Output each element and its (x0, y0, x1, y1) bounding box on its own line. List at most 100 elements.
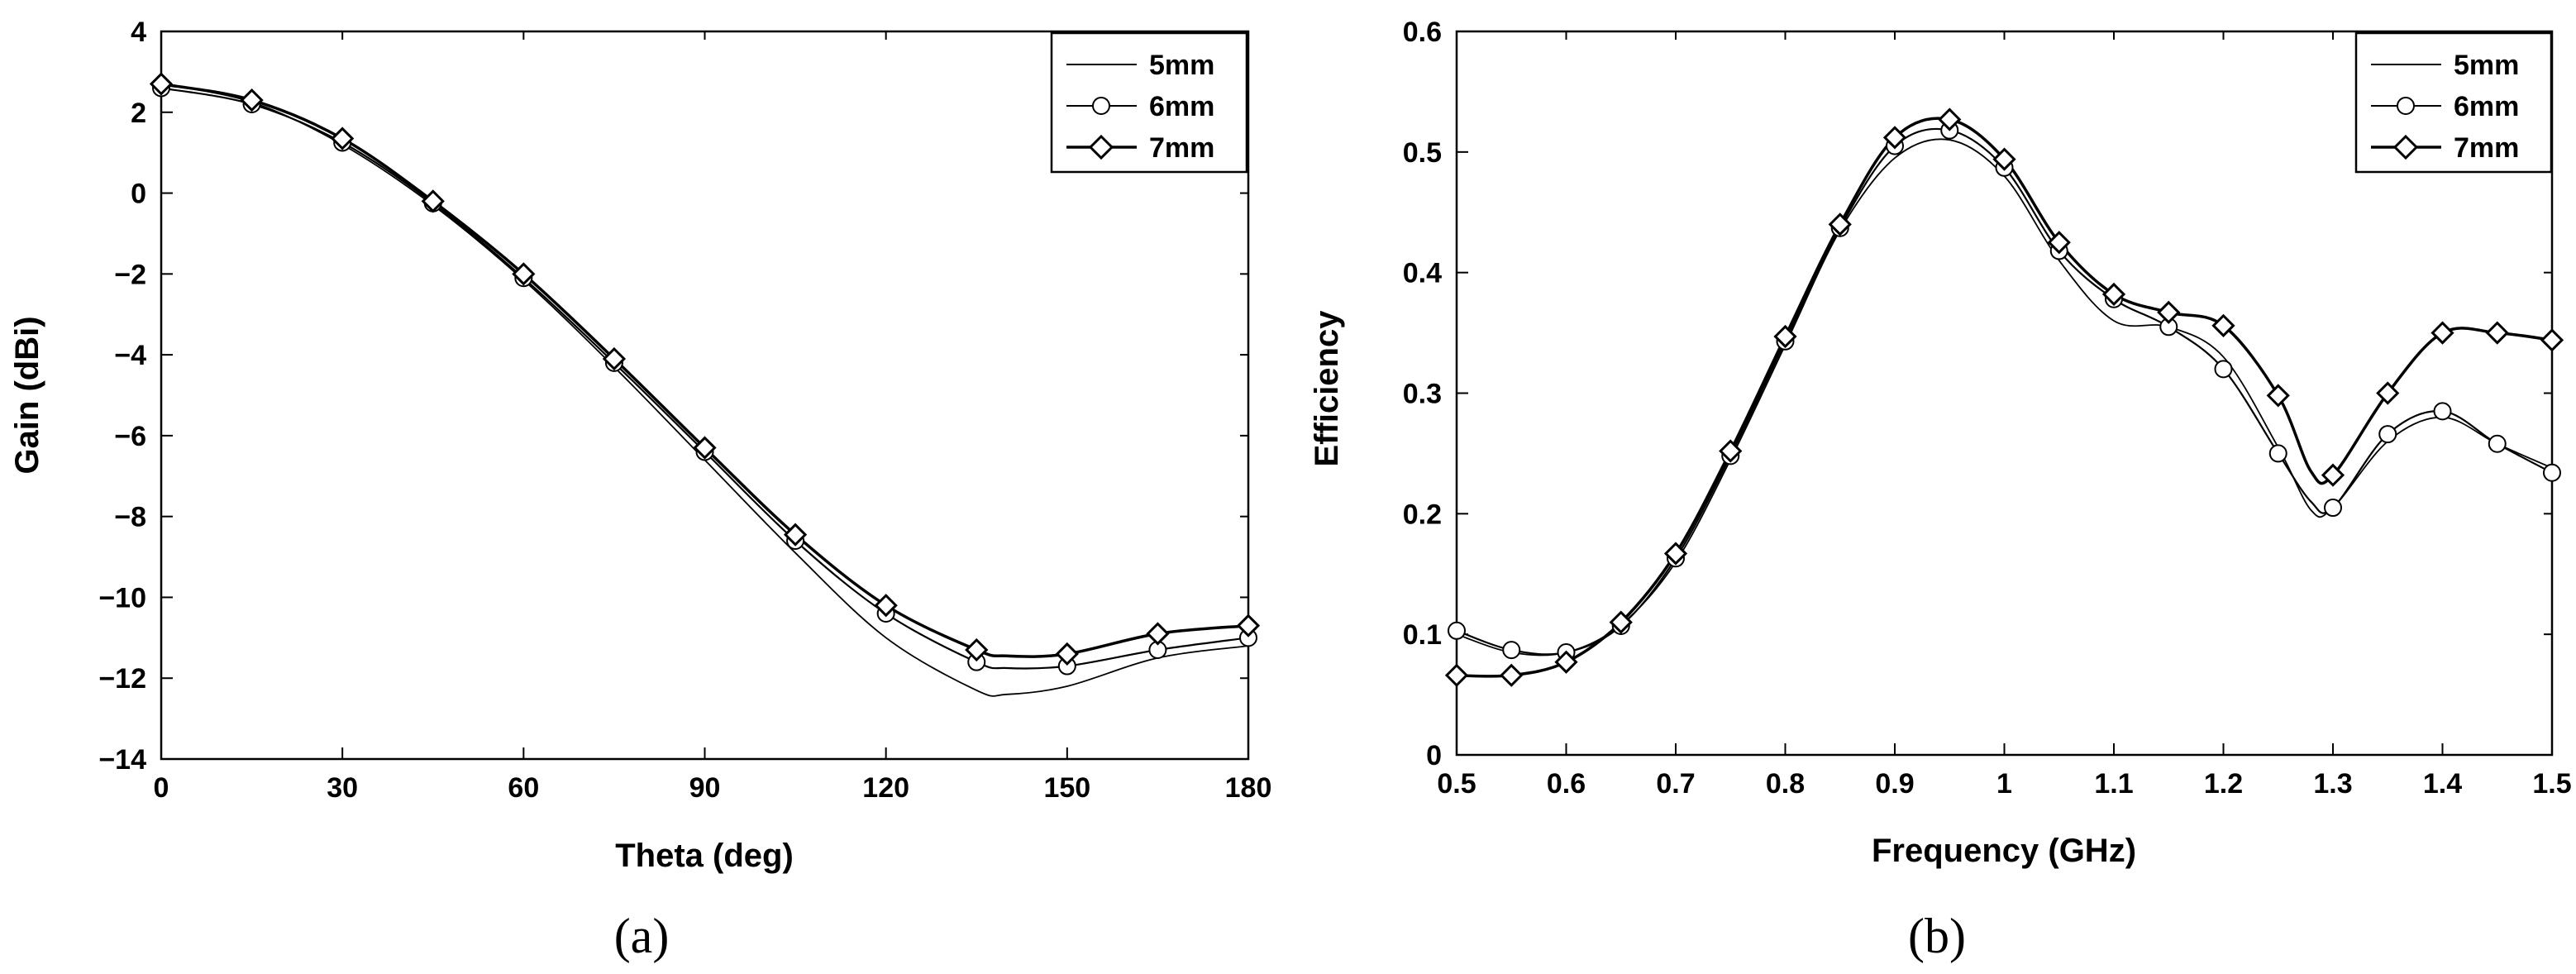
legend-box-a (1050, 31, 1248, 174)
point-7mm-a (240, 88, 264, 112)
point-7mm-b (1609, 610, 1633, 634)
point-7mm-b (2157, 300, 2181, 324)
x-tick-label-a: 180 (1225, 772, 1272, 804)
y-tick-label-b: 0.2 (1403, 499, 1442, 530)
point-7mm-b (2540, 328, 2564, 352)
chart-panel-b: 0.5 0.6 0.7 0.8 0.9 1 1.1 1.2 1.3 1.4 1.5 0 0.1 0.2 0.… (1309, 17, 2572, 963)
x-tick-label-b: 0.5 (1437, 768, 1476, 800)
legend-b: 5mm 6mm 7mm (2354, 31, 2553, 174)
ticks-b: 0.5 0.6 0.7 0.8 0.9 1 1.1 1.2 1.3 1.4 1.5 0 0.1 0.2 0.… (1403, 17, 2572, 800)
y-tick-label-b: 0 (1426, 740, 1442, 771)
x-axis-title-a: Theta (deg) (615, 838, 794, 874)
point-7mm-b (2485, 321, 2509, 345)
legend-a: 5mm 6mm 7mm (1050, 31, 1248, 174)
point-7mm-a (331, 127, 355, 150)
x-tick-label-b: 0.7 (1656, 768, 1695, 800)
legend-marker-diamond-b (2392, 134, 2419, 160)
x-tick-label-a: 30 (327, 772, 358, 804)
legend-marker-diamond-a (1088, 134, 1114, 160)
point-7mm-b (1444, 663, 1469, 687)
legend-label-7mm-a: 7mm (1149, 132, 1214, 164)
point-7mm-a (1146, 622, 1170, 646)
x-tick-label-b: 0.9 (1875, 768, 1914, 800)
y-tick-label-a: 4 (131, 17, 146, 48)
x-tick-label-b: 1.2 (2204, 768, 2243, 800)
point-7mm-b (1500, 663, 1524, 687)
point-7mm-b (1719, 439, 1743, 463)
y-tick-label-a: 2 (131, 98, 146, 129)
point-7mm-b (2431, 321, 2454, 345)
ticks-a: 0 30 60 90 120 150 180 −14 −12 −10 −8 −6 −4 −2 0 2 4 (98, 17, 1271, 804)
x-tick-label-b: 1.4 (2423, 768, 2462, 800)
y-tick-label-a: −12 (98, 663, 146, 695)
x-tick-label-a: 150 (1043, 772, 1090, 804)
panel-label-a: (a) (614, 909, 670, 963)
y-tick-label-b: 0.1 (1403, 619, 1442, 651)
point-7mm-a (421, 189, 445, 213)
point-7mm-a (1055, 642, 1079, 666)
point-7mm-b (1992, 147, 2016, 171)
point-6mm-b (1502, 641, 1521, 660)
point-7mm-b (2266, 384, 2290, 408)
series-line-7mm-a (160, 82, 1249, 658)
legend-label-5mm-a: 5mm (1149, 50, 1214, 81)
chart-panel-a: 0 30 60 90 120 150 180 −14 −12 −10 −8 −6 −4 −2 0 2 4 5mm… (9, 17, 1271, 963)
curves-a (149, 72, 1261, 697)
x-tick-label-b: 1.5 (2532, 768, 2571, 800)
y-tick-label-a: 0 (131, 179, 146, 210)
legend-box-b (2354, 31, 2553, 174)
legend-label-6mm-a: 6mm (1149, 91, 1214, 122)
x-tick-label-a: 120 (862, 772, 909, 804)
y-tick-label-a: −8 (114, 502, 146, 533)
point-7mm-b (1828, 212, 1852, 236)
point-7mm-a (512, 262, 536, 286)
point-7mm-a (1236, 614, 1261, 637)
point-6mm-b (2433, 402, 2452, 421)
legend-label-6mm-b: 6mm (2454, 91, 2519, 122)
x-tick-label-a: 0 (154, 772, 169, 804)
point-7mm-b (2376, 381, 2400, 405)
y-axis-title-b: Efficiency (1309, 310, 1345, 467)
point-7mm-b (2101, 282, 2126, 307)
point-7mm-b (1938, 107, 1962, 131)
legend-label-5mm-b: 5mm (2454, 50, 2519, 81)
x-tick-label-b: 0.8 (1766, 768, 1805, 800)
x-axis-title-b: Frequency (GHz) (1872, 833, 2136, 869)
y-tick-label-a: −2 (114, 259, 146, 290)
point-7mm-b (1554, 650, 1578, 674)
point-7mm-a (783, 523, 808, 547)
x-tick-label-b: 1 (1996, 768, 2012, 800)
point-6mm-b (2214, 360, 2233, 379)
series-line-6mm-a (160, 87, 1249, 670)
point-6mm-b (2268, 444, 2287, 463)
y-tick-label-a: −4 (114, 340, 146, 371)
point-7mm-b (2211, 313, 2235, 337)
point-6mm-b (2543, 463, 2561, 482)
x-tick-label-b: 0.6 (1547, 768, 1586, 800)
panel-label-b: (b) (1908, 909, 1966, 963)
point-7mm-b (2321, 463, 2345, 487)
point-7mm-b (1663, 542, 1688, 566)
x-tick-label-b: 1.3 (2313, 768, 2352, 800)
y-axis-title-a: Gain (dBi) (9, 316, 45, 474)
y-tick-label-b: 0.3 (1403, 379, 1442, 410)
point-6mm-b (1448, 621, 1466, 640)
y-tick-label-b: 0.6 (1403, 17, 1442, 48)
y-tick-label-b: 0.5 (1403, 137, 1442, 169)
point-7mm-b (2047, 231, 2071, 255)
point-7mm-a (874, 594, 898, 618)
x-tick-label-a: 60 (508, 772, 539, 804)
legend-marker-circle-b (2397, 97, 2415, 115)
point-7mm-a (602, 346, 627, 371)
legend-label-7mm-b: 7mm (2454, 132, 2519, 164)
series-line-5mm-a (160, 83, 1249, 697)
legend-marker-circle-a (1092, 97, 1110, 115)
point-7mm-b (1773, 324, 1797, 349)
point-7mm-a (149, 72, 174, 96)
x-tick-label-b: 1.1 (2094, 768, 2133, 800)
point-6mm-b (2488, 434, 2507, 453)
point-6mm-b (2378, 425, 2397, 444)
x-tick-label-a: 90 (689, 772, 721, 804)
point-7mm-a (965, 637, 989, 662)
